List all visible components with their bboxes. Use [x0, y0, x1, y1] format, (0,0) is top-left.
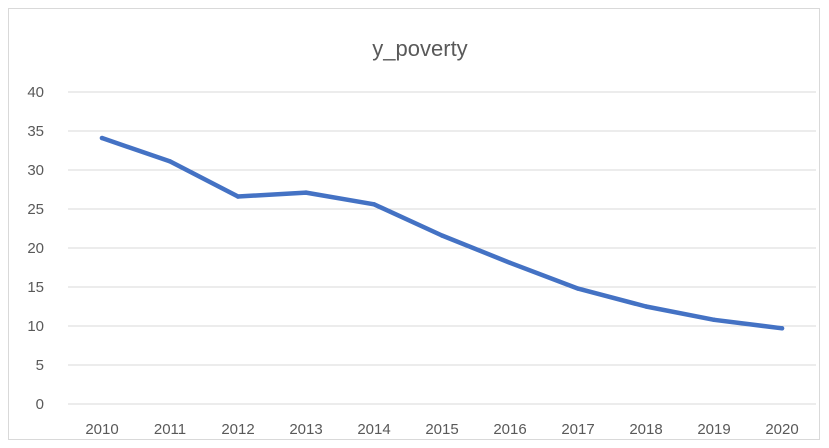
- y-tick-label: 35: [27, 123, 44, 140]
- data-point: [235, 194, 241, 199]
- y-tick-label: 10: [27, 318, 44, 335]
- data-point: [507, 260, 513, 266]
- x-tick-label: 2013: [289, 421, 322, 438]
- chart-title: y_poverty: [372, 36, 467, 61]
- data-point: [99, 135, 105, 141]
- y-tick-label: 25: [27, 201, 44, 218]
- data-point: [779, 326, 785, 331]
- data-point: [303, 190, 309, 195]
- x-tick-label: 2018: [629, 421, 662, 438]
- y-tick-label: 15: [27, 279, 44, 296]
- y-tick-label: 30: [27, 162, 44, 179]
- y-tick-label: 20: [27, 240, 44, 257]
- y-axis-tick-labels: 0 5 10 15 20 25 30 35 40: [27, 84, 44, 413]
- x-tick-label: 2014: [357, 421, 390, 438]
- y-tick-label: 0: [36, 396, 44, 413]
- x-tick-label: 2016: [493, 421, 526, 438]
- data-point: [167, 159, 173, 164]
- data-point: [643, 304, 649, 309]
- y-tick-label: 5: [36, 357, 44, 374]
- series-line: [99, 135, 785, 331]
- x-tick-label: 2012: [221, 421, 254, 438]
- x-tick-label: 2010: [85, 421, 118, 438]
- data-point: [371, 202, 377, 207]
- gridlines: [68, 91, 816, 405]
- x-tick-label: 2015: [425, 421, 458, 438]
- data-point: [575, 286, 581, 291]
- x-tick-label: 2020: [765, 421, 798, 438]
- data-point: [711, 317, 717, 322]
- x-tick-label: 2019: [697, 421, 730, 438]
- data-point: [439, 233, 445, 238]
- x-tick-label: 2017: [561, 421, 594, 438]
- series-layer: [99, 135, 785, 331]
- x-axis-tick-labels: 2010 2011 2012 2013 2014 2015 2016 2017 2018 2019…: [85, 421, 798, 438]
- y-tick-label: 40: [27, 84, 44, 101]
- x-tick-label: 2011: [154, 421, 186, 438]
